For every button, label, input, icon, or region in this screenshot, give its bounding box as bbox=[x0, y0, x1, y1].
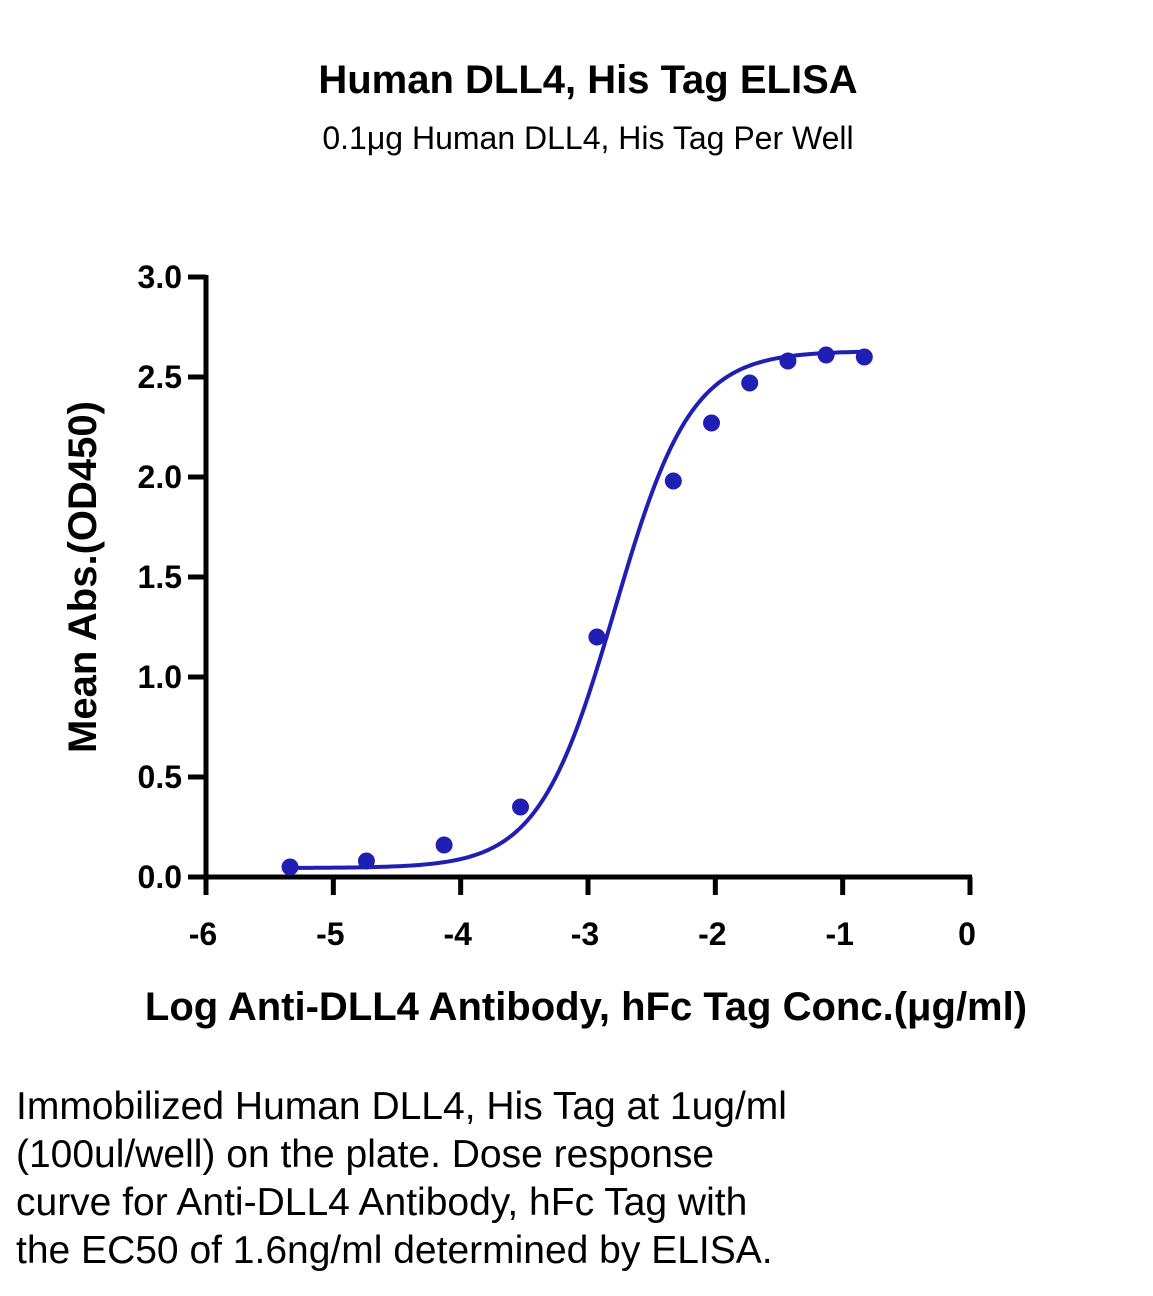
data-point bbox=[435, 836, 453, 854]
figure-caption: Immobilized Human DLL4, His Tag at 1ug/m… bbox=[16, 1083, 1136, 1275]
data-point bbox=[512, 798, 530, 816]
x-tick-label: 0 bbox=[958, 916, 976, 952]
data-point bbox=[817, 346, 835, 364]
y-tick-label: 2.5 bbox=[138, 359, 182, 395]
caption-line: Immobilized Human DLL4, His Tag at 1ug/m… bbox=[16, 1085, 787, 1128]
y-tick-label: 3.0 bbox=[138, 259, 182, 295]
y-tick-label: 0.0 bbox=[138, 859, 182, 895]
chart-subtitle: 0.1μg Human DLL4, His Tag Per Well bbox=[322, 120, 853, 156]
y-tick-label: 2.0 bbox=[138, 459, 182, 495]
x-tick-label: -6 bbox=[189, 916, 217, 952]
data-point bbox=[281, 858, 299, 876]
data-point bbox=[855, 348, 873, 366]
y-tick-label: 1.0 bbox=[138, 659, 182, 695]
x-axis-title: Log Anti-DLL4 Antibody, hFc Tag Conc.(μg… bbox=[145, 985, 1027, 1029]
x-tick-label: -5 bbox=[316, 916, 344, 952]
y-tick-label: 1.5 bbox=[138, 559, 182, 595]
y-axis-title: Mean Abs.(OD450) bbox=[61, 401, 105, 753]
chart-title: Human DLL4, His Tag ELISA bbox=[318, 58, 857, 102]
data-point bbox=[703, 414, 721, 432]
elisa-chart: Human DLL4, His Tag ELISA 0.1μg Human DL… bbox=[61, 58, 1027, 1029]
caption-line: curve for Anti-DLL4 Antibody, hFc Tag wi… bbox=[16, 1181, 748, 1224]
caption-line: the EC50 of 1.6ng/ml determined by ELISA… bbox=[16, 1229, 773, 1272]
x-tick-label: -3 bbox=[571, 916, 599, 952]
x-tick-label: -4 bbox=[443, 916, 472, 952]
data-point bbox=[779, 352, 797, 370]
data-point bbox=[741, 374, 759, 392]
data-point bbox=[664, 472, 682, 490]
x-tick-label: -1 bbox=[825, 916, 853, 952]
x-tick-label: -2 bbox=[698, 916, 726, 952]
data-point bbox=[588, 628, 606, 646]
data-point bbox=[357, 852, 375, 870]
y-tick-label: 0.5 bbox=[138, 759, 182, 795]
plot-area: 0.0 0.5 1.0 1.5 2.0 2.5 3.0 -6 -5 -4 -3 -2 -1 0 bbox=[138, 259, 976, 952]
caption-line: (100ul/well) on the plate. Dose response bbox=[16, 1133, 715, 1176]
fit-curve bbox=[290, 349, 865, 870]
